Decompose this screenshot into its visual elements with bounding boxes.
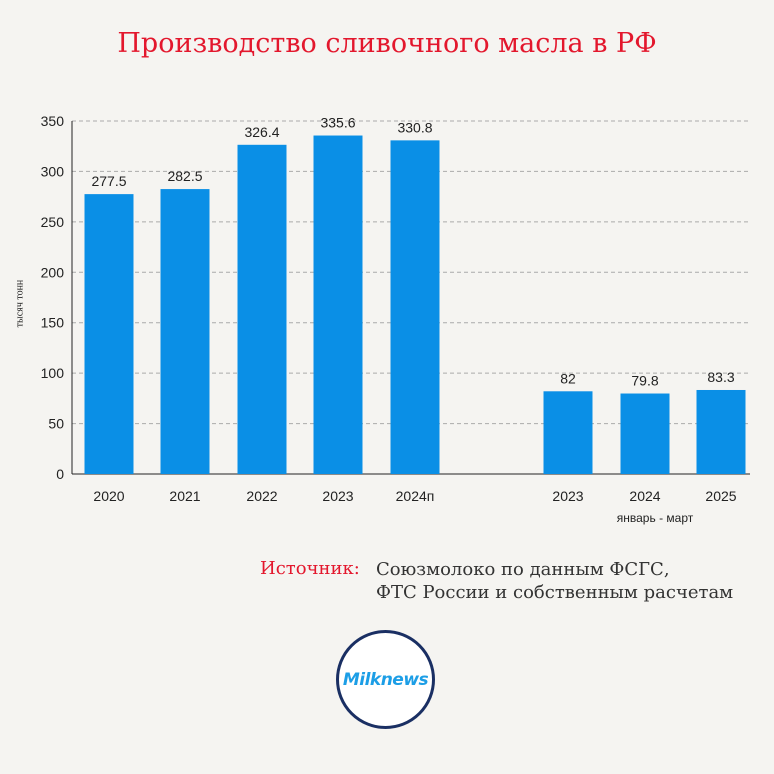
x-tick-label: 2021 — [169, 488, 200, 504]
bar — [620, 393, 670, 474]
x-tick-label: 2023 — [322, 488, 353, 504]
data-label: 82 — [560, 370, 576, 386]
data-label: 277.5 — [91, 173, 126, 189]
source-line-1: Союзмолоко по данным ФСГС, — [376, 559, 670, 580]
y-tick-label: 300 — [41, 163, 65, 179]
bar — [390, 140, 440, 475]
x-tick-label: 2023 — [552, 488, 583, 504]
data-label: 282.5 — [167, 168, 202, 184]
y-tick-label: 200 — [41, 264, 65, 280]
source-text: Союзмолоко по данным ФСГС, ФТС России и … — [376, 558, 733, 604]
data-label: 79.8 — [631, 373, 658, 389]
y-tick-label: 50 — [48, 416, 64, 432]
y-tick-label: 250 — [41, 214, 65, 230]
logo-text: Milknews — [342, 669, 429, 690]
bar — [160, 189, 210, 475]
y-axis-label: тысяч тонн — [14, 279, 26, 328]
bar-chart: 0 50 100 150 200 250 300 350 277.5 2020 282.5 2021 3… — [41, 113, 750, 504]
chart-title: Производство сливочного масла в РФ — [117, 28, 657, 59]
source-line-2: ФТС России и собственным расчетам — [376, 582, 734, 603]
bar — [696, 389, 746, 474]
data-label: 330.8 — [397, 119, 432, 135]
data-label: 83.3 — [707, 369, 734, 385]
bar — [84, 194, 134, 474]
period-note: январь - март — [616, 511, 694, 525]
x-tick-label: 2020 — [93, 488, 124, 504]
milknews-logo: Milknews — [336, 630, 435, 729]
y-tick-label: 100 — [41, 365, 65, 381]
x-tick-label: 2024п — [396, 488, 435, 504]
source-label: Источник: — [260, 558, 360, 579]
bar — [313, 135, 363, 474]
data-label: 326.4 — [244, 124, 279, 140]
y-tick-label: 0 — [56, 466, 64, 482]
x-tick-label: 2024 — [629, 488, 660, 504]
data-label: 335.6 — [320, 115, 355, 131]
bar — [543, 391, 593, 474]
y-tick-label: 150 — [41, 315, 65, 331]
bar — [237, 144, 287, 474]
x-tick-label: 2022 — [246, 488, 277, 504]
y-tick-label: 350 — [41, 113, 65, 129]
x-tick-label: 2025 — [705, 488, 736, 504]
